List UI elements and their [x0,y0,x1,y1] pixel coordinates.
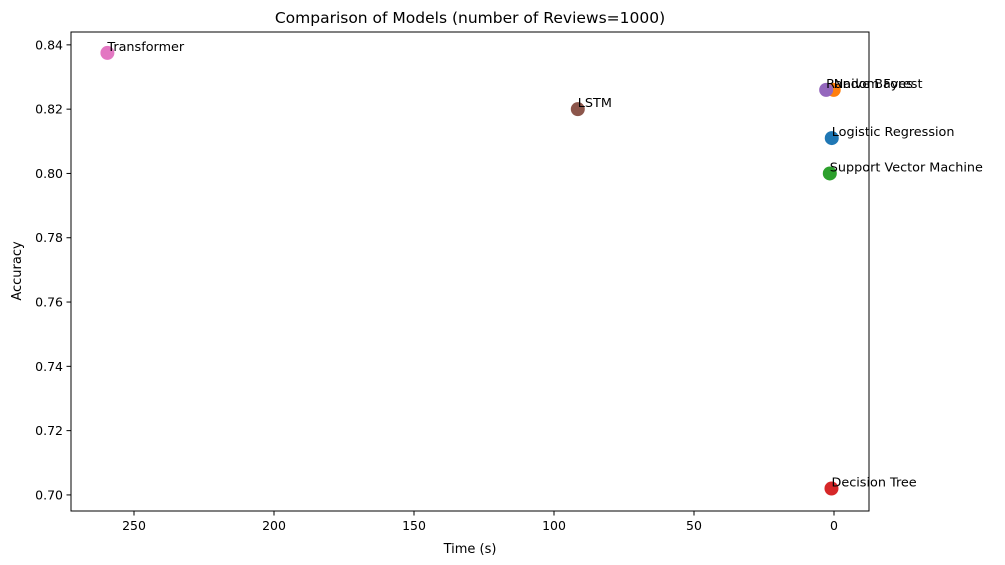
x-tick-label: 0 [830,518,838,533]
data-point [100,45,115,60]
y-tick-label: 0.80 [35,166,63,181]
y-tick-label: 0.78 [35,230,63,245]
point-label: LSTM [578,96,612,111]
data-point [824,131,839,146]
x-tick-label: 100 [542,518,566,533]
point-label: Support Vector Machine [830,160,983,175]
point-label: Random Forest [826,77,922,92]
x-axis-label: Time (s) [443,542,497,557]
plot-area: 250 200 150 100 50 0 0.70 0.72 0.74 0.76 0.78 0.80 0… [35,31,983,533]
x-tick-label: 150 [402,518,426,533]
chart-title: Comparison of Models (number of Reviews=… [275,9,665,27]
point-label: Decision Tree [831,475,916,490]
y-tick-label: 0.70 [35,487,63,502]
y-tick-label: 0.82 [35,102,63,117]
plot-frame [70,31,870,512]
y-tick-label: 0.74 [35,359,63,374]
y-tick-label: 0.84 [35,37,63,52]
point-label: Logistic Regression [832,125,955,140]
y-tick-label: 0.72 [35,423,63,438]
data-point [822,166,837,181]
y-tick-label: 0.76 [35,295,63,310]
x-tick-label: 50 [686,518,702,533]
x-tick-label: 200 [262,518,286,533]
x-tick-label: 250 [122,518,146,533]
point-label: Transformer [106,40,185,55]
data-point [819,82,834,97]
y-axis-label: Accuracy [10,241,25,301]
data-point [824,481,839,496]
data-point [570,102,585,117]
point-label: Naive Bayes [834,77,914,92]
